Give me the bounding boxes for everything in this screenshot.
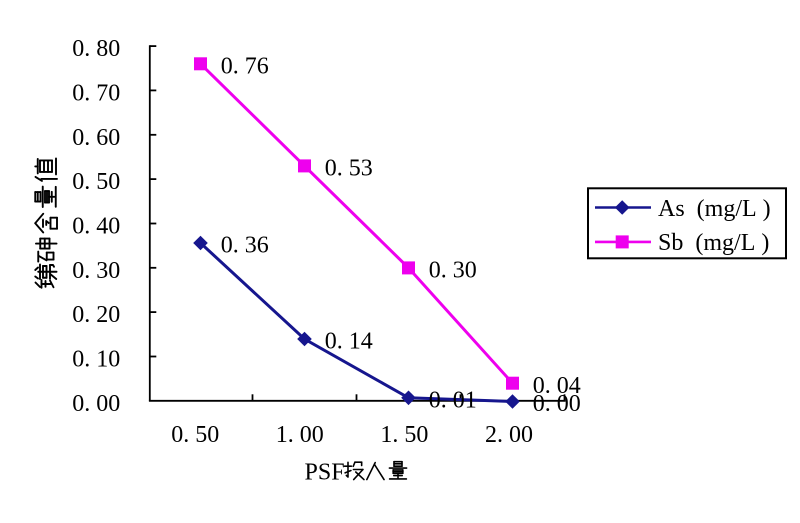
svg-text:1. 00: 1. 00 (276, 422, 324, 448)
svg-text:0. 30: 0. 30 (72, 258, 120, 284)
svg-text:0. 80: 0. 80 (72, 36, 120, 62)
svg-text:0. 50: 0. 50 (171, 422, 219, 448)
svg-text:0. 60: 0. 60 (72, 125, 120, 151)
svg-text:1. 50: 1. 50 (380, 422, 428, 448)
svg-text:0. 10: 0. 10 (72, 347, 120, 373)
svg-text:0. 01: 0. 01 (429, 387, 477, 413)
svg-text:0. 04: 0. 04 (533, 373, 581, 399)
svg-text:0. 76: 0. 76 (221, 53, 269, 79)
svg-text:0. 70: 0. 70 (72, 80, 120, 106)
svg-text:0. 00: 0. 00 (533, 391, 581, 417)
svg-text:0. 40: 0. 40 (72, 214, 120, 240)
svg-text:0. 14: 0. 14 (325, 329, 373, 355)
svg-text:PSF: PSF (305, 459, 345, 485)
svg-text:0. 20: 0. 20 (72, 302, 120, 328)
svg-text:0. 30: 0. 30 (429, 258, 477, 284)
svg-text:0. 36: 0. 36 (221, 233, 269, 259)
svg-text:0. 50: 0. 50 (72, 169, 120, 195)
svg-text:Sb(mg/L): Sb (mg/L) (658, 230, 769, 256)
svg-text:0. 00: 0. 00 (72, 391, 120, 417)
svg-text:2. 00: 2. 00 (485, 422, 533, 448)
svg-text:0. 53: 0. 53 (325, 156, 373, 182)
svg-text:As(mg/L): As (mg/L) (658, 196, 771, 222)
